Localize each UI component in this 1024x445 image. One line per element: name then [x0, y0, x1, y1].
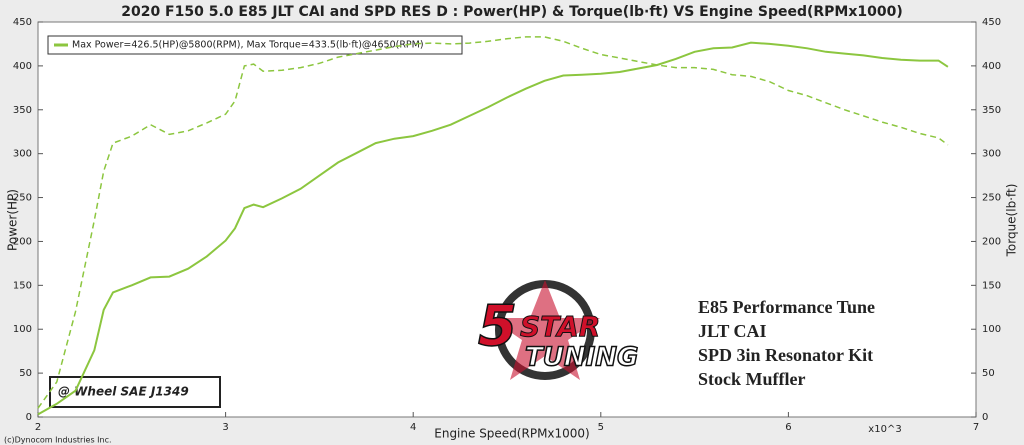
y-axis-label: Power(HP)	[6, 189, 20, 251]
logo: 5 STAR TUNING	[477, 280, 639, 380]
y-tick-label: 450	[13, 17, 32, 28]
x-tick-label: 6	[785, 422, 791, 433]
power-line	[37, 41, 949, 416]
y-tick-label: 50	[19, 368, 32, 379]
logo-star	[490, 280, 600, 380]
y2-tick-label: 400	[982, 61, 1001, 72]
y2-tick-label: 350	[982, 105, 1001, 116]
y2-axis-label: Torque(lb·ft)	[1005, 184, 1019, 258]
note: SPD 3in Resonator Kit	[698, 345, 873, 365]
y-tick-label: 250	[13, 193, 32, 204]
legend-text: Max Power=426.5(HP)@5800(RPM), Max Torqu…	[72, 40, 424, 51]
legend	[47, 35, 463, 55]
x-tick-label: 2	[35, 422, 41, 433]
note: JLT CAI	[698, 321, 767, 341]
note: E85 Performance Tune	[698, 297, 875, 317]
x-tick-label: 7	[973, 422, 979, 433]
y2-tick-label: 300	[982, 149, 1001, 160]
copyright: (c)Dynocom Industries Inc.	[4, 436, 112, 445]
logo-star-text: STAR	[520, 310, 600, 343]
y2-tick-label: 250	[982, 193, 1001, 204]
y2-tick-label: 0	[982, 412, 988, 423]
x-tick-label: 4	[410, 422, 416, 433]
annotation-box	[49, 376, 221, 408]
note: Stock Muffler	[698, 369, 805, 389]
y2-tick-label: 100	[982, 324, 1001, 335]
x-tick-label: 5	[598, 422, 604, 433]
logo-five: 5	[478, 294, 517, 359]
annotation: @ Wheel SAE J1349	[58, 385, 189, 399]
y2-tick-label: 50	[982, 368, 995, 379]
y-tick-label: 150	[13, 280, 32, 291]
y2-tick-label: 200	[982, 236, 1001, 247]
logo-tuning: TUNING	[525, 343, 638, 373]
torque-line	[37, 36, 949, 409]
x-tick-label: 3	[222, 422, 228, 433]
y-tick-label: 350	[13, 105, 32, 116]
y2-tick-label: 450	[982, 17, 1001, 28]
y-tick-label: 100	[13, 324, 32, 335]
y-tick-label: 0	[26, 412, 32, 423]
chart-title: 2020 F150 5.0 E85 JLT CAI and SPD RES D …	[121, 4, 903, 20]
y-tick-label: 400	[13, 61, 32, 72]
notes: E85 Performance Tune JLT CAI SPD 3in Reson…	[698, 297, 875, 389]
x-axis-label: Engine Speed(RPMx1000)	[434, 427, 590, 441]
x-multiplier: x10^3	[868, 424, 901, 435]
y-tick-label: 200	[13, 236, 32, 247]
y-tick-label: 300	[13, 149, 32, 160]
y2-tick-label: 150	[982, 280, 1001, 291]
